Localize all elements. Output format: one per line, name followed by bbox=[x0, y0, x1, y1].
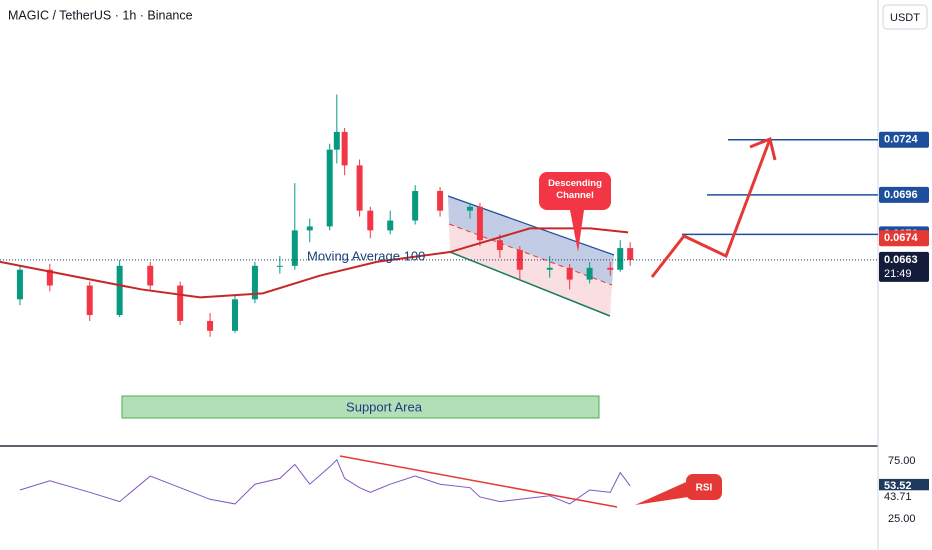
candle-body bbox=[326, 149, 333, 227]
candle-body bbox=[466, 206, 473, 211]
candle-body bbox=[86, 285, 93, 316]
last-price-label: 0.0663 bbox=[884, 254, 918, 266]
callout-wrap: Descending Channel bbox=[548, 178, 602, 201]
candle-body bbox=[116, 265, 123, 316]
candle-body bbox=[276, 265, 283, 267]
currency-box bbox=[882, 4, 928, 30]
rsi-callout-tail bbox=[635, 478, 695, 505]
rsi-callout-box bbox=[686, 474, 722, 500]
moving-average bbox=[0, 227, 629, 299]
candle-body bbox=[231, 299, 238, 331]
support-label: Support Area bbox=[346, 399, 423, 414]
candle-body bbox=[586, 267, 593, 280]
channel-upper bbox=[448, 196, 614, 285]
candle-body bbox=[496, 240, 503, 251]
channel-bottom bbox=[449, 251, 611, 317]
candle-body bbox=[387, 220, 394, 231]
last-price-badge bbox=[879, 251, 929, 282]
candle-body bbox=[177, 285, 184, 321]
price-badge-label: 0.0674 bbox=[884, 232, 919, 244]
projection-arrow bbox=[650, 138, 772, 278]
rsi-tick-label: 75.00 bbox=[888, 455, 916, 467]
callout-text: Descending Channel bbox=[548, 178, 602, 201]
candle-body bbox=[627, 248, 634, 260]
candle-body bbox=[251, 265, 258, 300]
candle-body bbox=[617, 248, 624, 270]
candle-body bbox=[291, 230, 298, 266]
plot: Moving Average 100 bbox=[0, 94, 878, 505]
price-badge-label: 0.0724 bbox=[884, 134, 919, 146]
axis: 0.07240.06960.06760.06740.066321:4975.00… bbox=[879, 131, 929, 525]
currency: USDT bbox=[890, 12, 920, 24]
callout-box bbox=[539, 172, 611, 210]
channel-mid bbox=[448, 223, 613, 286]
rsi-line bbox=[19, 458, 631, 505]
projection-arrowhead bbox=[749, 136, 777, 161]
candle-body bbox=[437, 190, 444, 211]
chart-title: MAGIC / TetherUS · 1h · Binance bbox=[8, 8, 193, 22]
candle-body bbox=[367, 210, 374, 231]
rsi-tick-label: 25.00 bbox=[888, 513, 916, 525]
candle-body bbox=[147, 265, 154, 286]
rsi-callout-text: RSI bbox=[696, 483, 713, 494]
candle-body bbox=[476, 206, 483, 241]
candle-body bbox=[16, 269, 23, 300]
price-badge bbox=[879, 230, 929, 247]
rsi-badge bbox=[879, 490, 929, 505]
candle-body bbox=[306, 226, 313, 231]
moving-average-label: Moving Average 100 bbox=[307, 248, 425, 263]
price-badge-label: 0.0696 bbox=[884, 189, 918, 201]
support-area bbox=[121, 395, 600, 419]
callout-pointer bbox=[570, 210, 584, 252]
candle-body bbox=[207, 320, 214, 331]
rsi-trendline bbox=[339, 455, 618, 508]
candle-body bbox=[607, 267, 614, 270]
candle-body bbox=[546, 267, 553, 270]
price-badge bbox=[879, 186, 929, 203]
price-badge bbox=[879, 131, 929, 148]
candle-body bbox=[341, 131, 348, 166]
candle-body bbox=[46, 269, 53, 286]
candle-body bbox=[356, 165, 363, 211]
rsi-badge-label: 43.71 bbox=[884, 491, 912, 503]
rsi-badge-label: 53.52 bbox=[884, 480, 912, 492]
channel-top bbox=[447, 195, 615, 256]
candle-body bbox=[333, 131, 340, 150]
candle-body bbox=[412, 190, 419, 221]
candle-body bbox=[566, 267, 573, 280]
rsi-badge bbox=[879, 478, 929, 493]
countdown: 21:49 bbox=[884, 268, 912, 280]
